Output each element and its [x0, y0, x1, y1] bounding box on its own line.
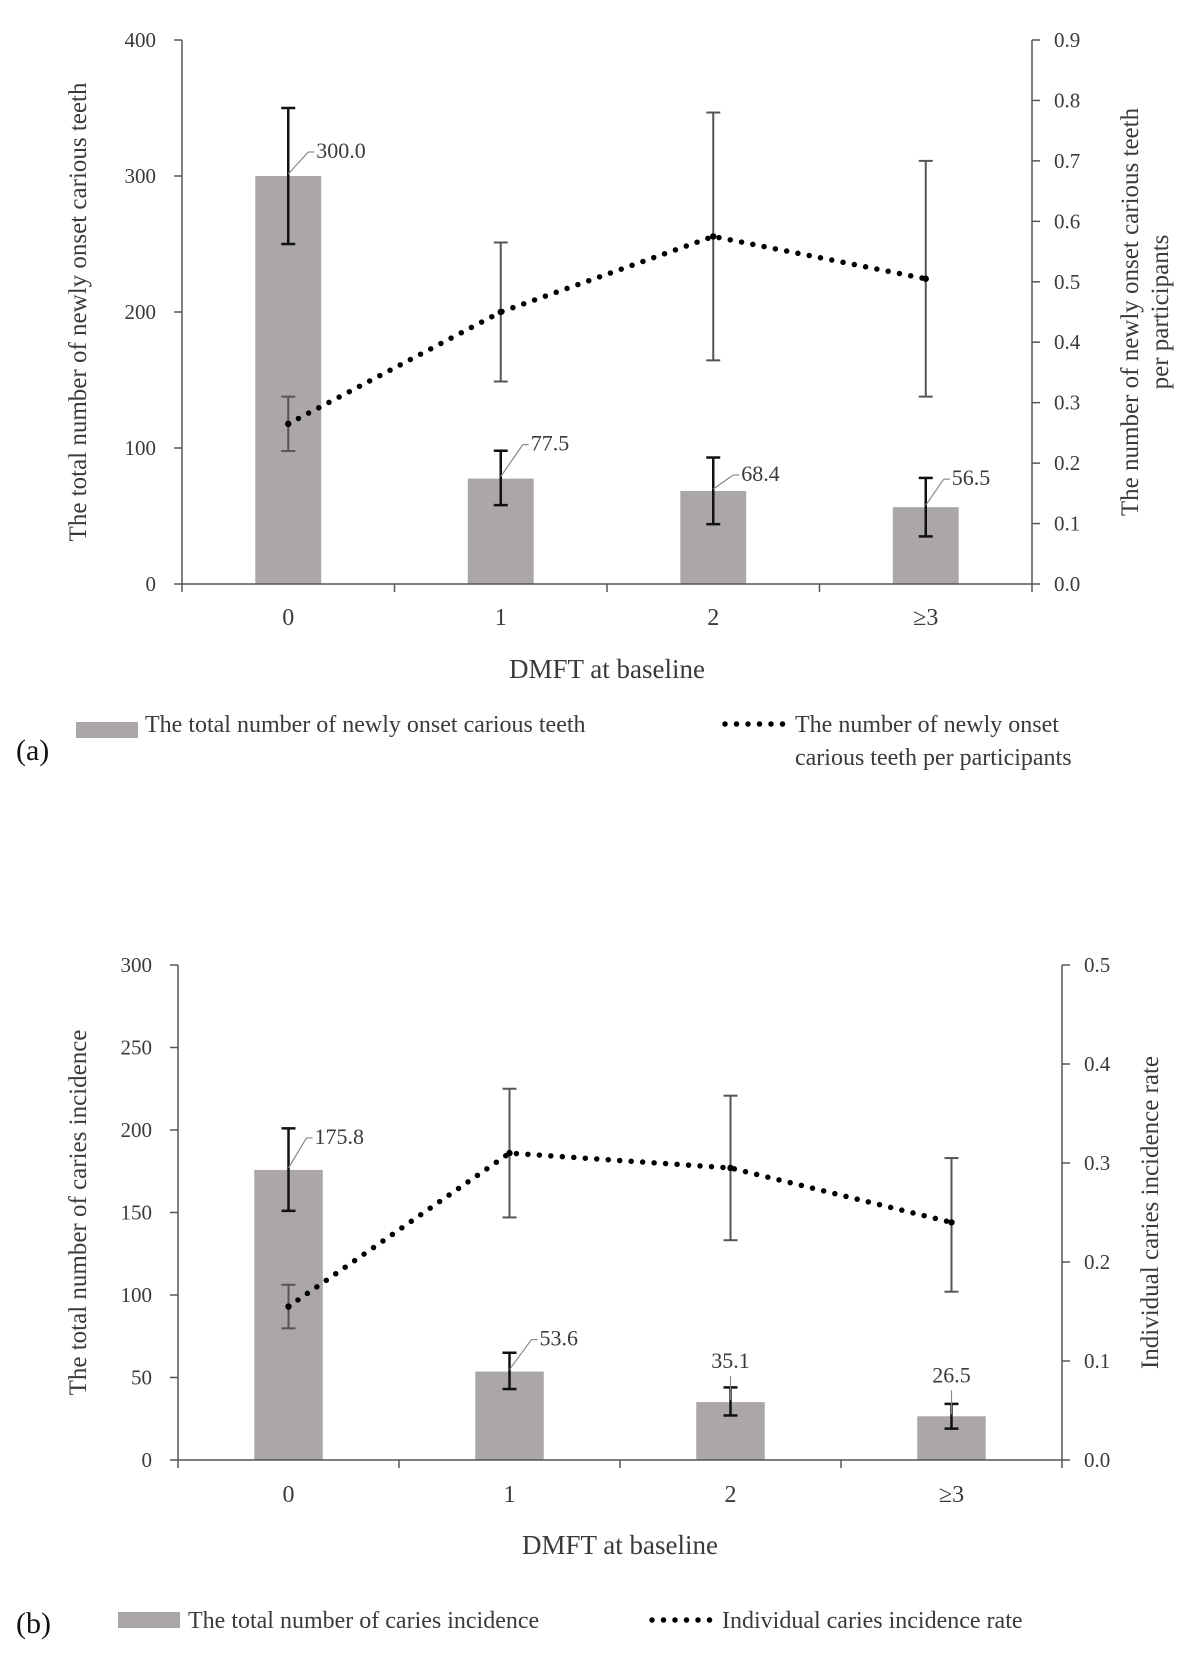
legend-line-label: Individual caries incidence rate: [722, 1608, 1023, 1634]
data-label: 53.6: [540, 1326, 579, 1351]
left-tick-label: 0: [146, 572, 157, 596]
x-tick-label: 0: [283, 1482, 295, 1508]
right-tick-label: 0.4: [1084, 1052, 1111, 1076]
right-axis-title-line: The number of newly onset carious teeth: [1117, 107, 1144, 516]
data-label: 68.4: [741, 461, 780, 486]
x-tick-label: ≥3: [939, 1482, 964, 1508]
line-point: [710, 233, 717, 240]
panel-label: (b): [16, 1607, 51, 1640]
left-tick-label: 150: [121, 1201, 153, 1225]
right-tick-label: 0.0: [1084, 1448, 1110, 1472]
right-tick-label: 0.1: [1084, 1349, 1110, 1373]
left-tick-label: 100: [125, 436, 157, 460]
left-axis-title: The total number of newly onset carious …: [65, 82, 92, 541]
right-tick-label: 0.3: [1084, 1151, 1110, 1175]
left-tick-label: 100: [121, 1283, 153, 1307]
line-point: [285, 1303, 292, 1310]
right-tick-label: 0.1: [1054, 512, 1080, 536]
x-tick-label: ≥3: [913, 605, 938, 631]
x-tick-label: 2: [725, 1482, 737, 1508]
right-tick-label: 0.7: [1054, 149, 1080, 173]
legend-line-label: The number of newly onset: [795, 712, 1059, 738]
right-tick-label: 0.5: [1084, 953, 1110, 977]
x-axis-title: DMFT at baseline: [522, 1530, 718, 1560]
data-label: 26.5: [932, 1362, 971, 1387]
left-tick-label: 400: [125, 28, 157, 52]
left-tick-label: 300: [125, 164, 157, 188]
x-tick-label: 2: [707, 605, 719, 631]
right-tick-label: 0.2: [1054, 451, 1080, 475]
line-point: [948, 1219, 955, 1226]
legend-bar-label: The total number of caries incidence: [188, 1608, 539, 1634]
line-point: [285, 420, 292, 428]
chart-panel-b: 0 50 100 150 200 250 300 0.0 0.1 0.2 0.3 0.4 0.5 0 1 2 ≥…: [16, 953, 1164, 1640]
right-tick-label: 0.0: [1054, 572, 1080, 596]
data-label-leader: [712, 474, 734, 490]
data-label-leader: [500, 444, 524, 477]
line-point: [727, 1164, 734, 1172]
right-tick-label: 0.6: [1054, 209, 1080, 233]
right-tick-label: 0.2: [1084, 1250, 1110, 1274]
right-tick-label: 0.5: [1054, 270, 1080, 294]
right-tick-label: 0.9: [1054, 28, 1080, 52]
chart-panel-a: 0 100 200 300 400 0.0 0.1 0.2 0.3 0.4 0.5 0.6 0.7 0.8…: [16, 28, 1174, 771]
panel-label: (a): [16, 734, 49, 767]
data-label: 175.8: [315, 1124, 365, 1149]
data-label-leader: [287, 1137, 308, 1169]
legend-bar-label: The total number of newly onset carious …: [145, 712, 586, 738]
left-axis-title: The total number of caries incidence: [65, 1030, 92, 1396]
line-series-dotted: [285, 233, 929, 427]
data-label: 35.1: [711, 1348, 750, 1373]
left-tick-label: 200: [125, 300, 157, 324]
x-tick-label: 0: [282, 605, 294, 631]
right-tick-label: 0.4: [1054, 330, 1081, 354]
left-tick-label: 300: [121, 953, 153, 977]
legend-bar-swatch: [118, 1612, 180, 1628]
line-point: [506, 1149, 513, 1157]
data-label: 56.5: [952, 465, 991, 490]
data-label: 300.0: [316, 138, 366, 163]
x-tick-label: 1: [495, 605, 507, 631]
data-label-leader: [287, 151, 309, 175]
line-point: [922, 275, 929, 282]
left-tick-label: 250: [121, 1036, 153, 1060]
right-tick-label: 0.3: [1054, 391, 1080, 415]
legend-bar-swatch: [76, 722, 138, 738]
left-tick-label: 200: [121, 1118, 153, 1142]
x-tick-label: 1: [504, 1482, 516, 1508]
data-label-leader: [509, 1339, 532, 1370]
data-label-leader: [925, 478, 945, 506]
left-tick-label: 0: [142, 1448, 153, 1472]
x-axis-title: DMFT at baseline: [509, 654, 705, 684]
line-point: [497, 308, 504, 316]
right-tick-label: 0.8: [1054, 88, 1080, 112]
right-axis-title-line: per participants: [1147, 235, 1174, 390]
data-label: 77.5: [531, 431, 570, 456]
right-axis-title-line: Individual caries incidence rate: [1137, 1056, 1164, 1369]
line-series-dotted: [285, 1150, 955, 1310]
legend-line-label: carious teeth per participants: [795, 745, 1072, 771]
left-tick-label: 50: [131, 1366, 152, 1390]
